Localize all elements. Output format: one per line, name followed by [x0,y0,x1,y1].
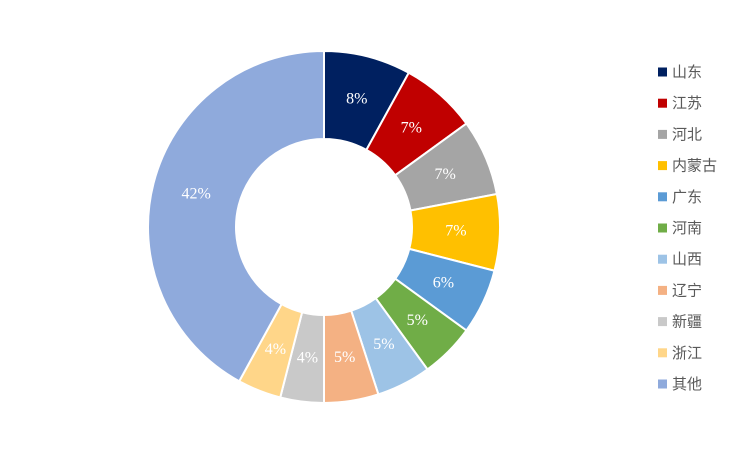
legend-label-1: 江苏 [672,94,702,112]
legend-label-10: 其他 [672,375,702,393]
legend-item-8: 新疆 [658,313,702,331]
data-label-4: 6% [433,275,454,292]
legend-label-3: 内蒙古 [672,157,717,175]
legend-item-7: 辽宁 [658,281,702,299]
legend-item-4: 广东 [658,188,702,206]
legend-item-6: 山西 [658,250,702,268]
legend-swatch-10 [658,379,667,389]
legend-item-5: 河南 [658,219,702,237]
legend-swatch-6 [658,254,667,264]
data-label-7: 5% [334,349,355,366]
data-label-6: 5% [373,336,394,353]
legend-item-0: 山东 [658,63,702,81]
legend-label-0: 山东 [672,63,702,81]
legend-label-4: 广东 [672,188,702,206]
legend-label-6: 山西 [672,250,702,268]
slice-10 [147,49,325,383]
legend-label-2: 河北 [672,125,702,143]
donut-slices [147,49,501,405]
legend-swatch-2 [658,129,667,139]
legend-item-3: 内蒙古 [658,157,717,175]
data-labels: 8% 7% 7% 7% 6% 5% 5% 5% 4% 4% 42% [181,91,466,367]
legend-label-7: 辽宁 [672,281,702,299]
data-label-0: 8% [346,91,367,108]
legend-item-10: 其他 [658,375,702,393]
data-label-9: 4% [265,341,286,358]
legend-swatch-3 [658,161,667,171]
legend-item-2: 河北 [658,125,702,143]
legend-label-8: 新疆 [672,313,702,331]
data-label-8: 4% [297,349,318,366]
legend-swatch-9 [658,348,667,358]
legend-label-9: 浙江 [672,344,702,362]
legend-item-9: 浙江 [658,344,702,362]
legend-swatch-5 [658,223,667,233]
legend-swatch-1 [658,98,667,108]
legend-swatch-8 [658,317,667,327]
data-label-2: 7% [434,166,455,183]
legend-label-5: 河南 [672,219,702,237]
legend-swatch-7 [658,285,667,295]
legend-swatch-0 [658,67,667,77]
data-label-5: 5% [407,312,428,329]
data-label-10: 42% [181,186,210,203]
legend-swatch-4 [658,192,667,202]
data-label-1: 7% [401,119,422,136]
legend-item-1: 江苏 [658,94,702,112]
data-label-3: 7% [445,223,466,240]
